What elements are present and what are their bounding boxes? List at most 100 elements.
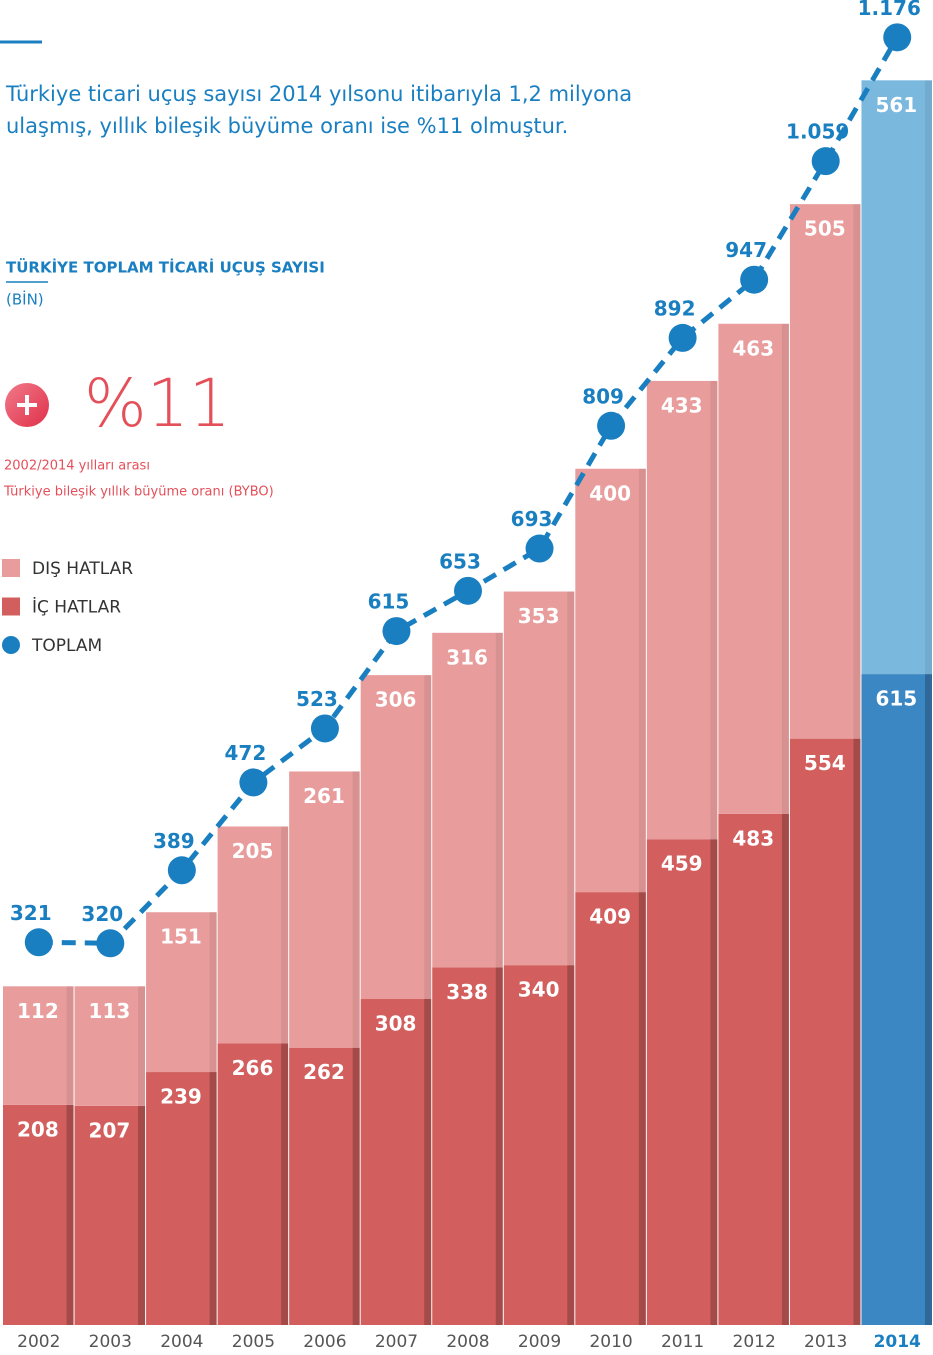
bar-value-label: 433 (661, 393, 703, 417)
bar-shadow (495, 967, 503, 1325)
bar-segment (646, 380, 718, 840)
total-label: 523 (296, 687, 338, 711)
bar-shadow (209, 1072, 217, 1325)
bar-value-label: 316 (446, 645, 488, 669)
bar-shadow (424, 999, 432, 1325)
bar-segment (789, 738, 861, 1325)
bar-segment (646, 839, 718, 1325)
bar-shadow (495, 632, 503, 968)
bar-value-label: 308 (375, 1012, 417, 1036)
bar-segment (861, 80, 932, 675)
bar-shadow (567, 965, 575, 1325)
bar-shadow (66, 1104, 74, 1325)
x-tick-label: 2012 (733, 1332, 776, 1352)
total-point (167, 856, 196, 885)
bar-segment (360, 675, 432, 1000)
intro-line: Türkiye ticari uçuş sayısı 2014 yılsonu … (5, 82, 632, 106)
total-label: 653 (439, 549, 481, 573)
bar-shadow (853, 738, 861, 1325)
bar-shadow (638, 468, 646, 893)
total-point (454, 576, 482, 605)
bar-segment (503, 591, 575, 966)
legend-label: İÇ HATLAR (32, 597, 121, 618)
bar-value-label: 239 (160, 1085, 202, 1109)
bar-value-label: 353 (518, 604, 560, 628)
total-label: 389 (153, 829, 195, 853)
x-tick-label: 2004 (160, 1332, 203, 1352)
bar-segment (146, 1072, 217, 1325)
bar-shadow (138, 986, 146, 1106)
bar-segment (575, 892, 646, 1325)
bar-shadow (710, 839, 718, 1325)
bar-value-label: 261 (303, 784, 345, 808)
x-tick-label: 2008 (446, 1332, 489, 1352)
bar-value-label: 615 (875, 687, 917, 711)
total-label: 1.059 (786, 120, 849, 144)
bar-shadow (281, 826, 289, 1044)
bar-shadow (209, 912, 217, 1073)
bar-segment (360, 999, 432, 1325)
bar-value-label: 400 (589, 481, 631, 505)
bar-value-label: 409 (589, 905, 631, 929)
bar-value-label: 113 (89, 999, 131, 1023)
x-tick-label: 2013 (804, 1332, 847, 1352)
legend-marker (2, 636, 20, 654)
total-label: 809 (582, 384, 624, 408)
bar-segment (146, 912, 217, 1073)
total-label: 1.176 (858, 0, 921, 20)
bar-value-label: 208 (17, 1117, 59, 1141)
x-tick-label: 2011 (661, 1332, 704, 1352)
bar-shadow (352, 1047, 360, 1325)
bar-shadow (925, 80, 932, 675)
legend-marker (2, 597, 20, 616)
growth-note: Türkiye bileşik yıllık büyüme oranı (BYB… (3, 485, 274, 500)
bar-segment (861, 674, 932, 1325)
bar-shadow (638, 892, 646, 1325)
bar-value-label: 483 (732, 826, 774, 850)
bar-segment (3, 986, 74, 1105)
bar-shadow (710, 380, 718, 840)
x-tick-label: 2009 (518, 1332, 561, 1352)
bar-segment (432, 632, 503, 968)
total-label: 693 (511, 507, 553, 531)
total-label: 320 (81, 902, 123, 926)
total-point (382, 617, 411, 646)
total-point (668, 323, 697, 352)
bar-segment (289, 1047, 360, 1325)
bar-value-label: 554 (804, 751, 846, 775)
bar-segment (503, 965, 575, 1325)
growth-value: %11 (84, 365, 231, 442)
bar-segment (217, 826, 289, 1044)
total-point (96, 929, 125, 958)
bar-segment (718, 813, 789, 1325)
legend-marker (2, 559, 20, 577)
bar-value-label: 151 (160, 925, 202, 949)
bar-value-label: 207 (89, 1118, 131, 1142)
bar-shadow (853, 204, 861, 739)
total-point (525, 534, 554, 563)
total-point (597, 411, 626, 440)
total-point (883, 23, 912, 52)
bar-segment (217, 1043, 289, 1325)
bar-value-label: 338 (446, 980, 488, 1004)
bar-value-label: 463 (732, 336, 774, 360)
plus-sign (17, 395, 37, 415)
bar-segment (575, 468, 646, 893)
total-point (239, 768, 268, 797)
total-label: 947 (725, 238, 767, 262)
bar-value-label: 306 (375, 688, 417, 712)
bar-segment (74, 1105, 146, 1325)
total-point (24, 928, 53, 957)
bar-value-label: 205 (232, 839, 274, 863)
bar-shadow (66, 986, 74, 1105)
total-label: 615 (368, 590, 410, 614)
total-label: 472 (225, 741, 267, 765)
bar-shadow (925, 674, 932, 1325)
total-label: 892 (654, 296, 696, 320)
total-point (811, 147, 840, 176)
bar-shadow (781, 323, 789, 814)
growth-note: 2002/2014 yılları arası (4, 459, 150, 474)
x-tick-label: 2010 (589, 1332, 632, 1352)
total-label: 321 (10, 901, 52, 925)
